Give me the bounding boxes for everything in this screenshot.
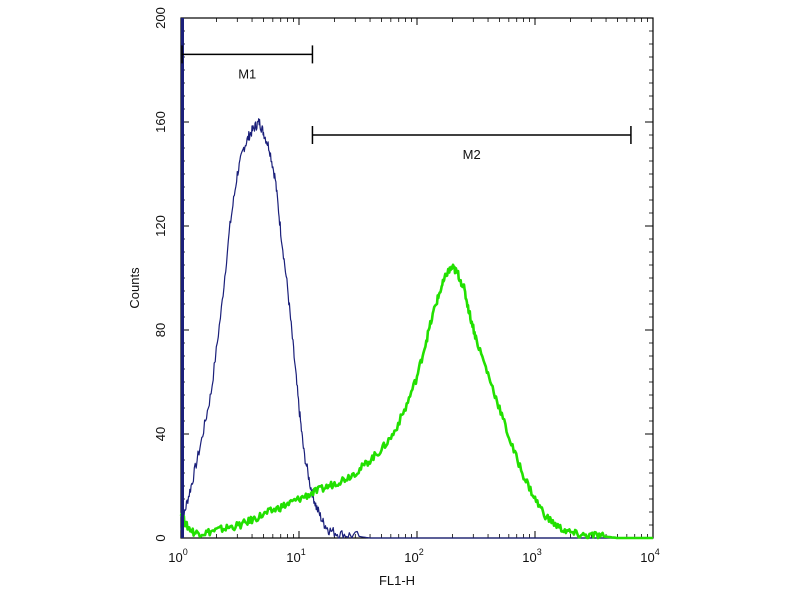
y-axis-title: Counts [127, 267, 142, 309]
y-tick-label: 0 [153, 534, 168, 541]
x-tick-label: 101 [286, 547, 305, 565]
labels-layer: FL1-H Counts [127, 267, 415, 588]
x-axis-title: FL1-H [379, 573, 415, 588]
y-tick-label: 80 [153, 323, 168, 337]
y-tick-label: 160 [153, 111, 168, 133]
series-2-line [179, 263, 654, 540]
x-tick-label: 103 [522, 547, 541, 565]
m2-marker-label: M2 [463, 147, 481, 162]
series-layer [179, 18, 654, 540]
x-tick-label: 100 [168, 547, 187, 565]
y-tick-label: 200 [153, 7, 168, 29]
y-tick-label: 120 [153, 215, 168, 237]
m1-marker-label: M1 [238, 66, 256, 81]
x-tick-label: 102 [404, 547, 423, 565]
series-1-line [180, 118, 653, 539]
markers-layer: M1 M2 [181, 45, 632, 162]
y-tick-label: 40 [153, 427, 168, 441]
x-tick-label: 104 [640, 547, 659, 565]
